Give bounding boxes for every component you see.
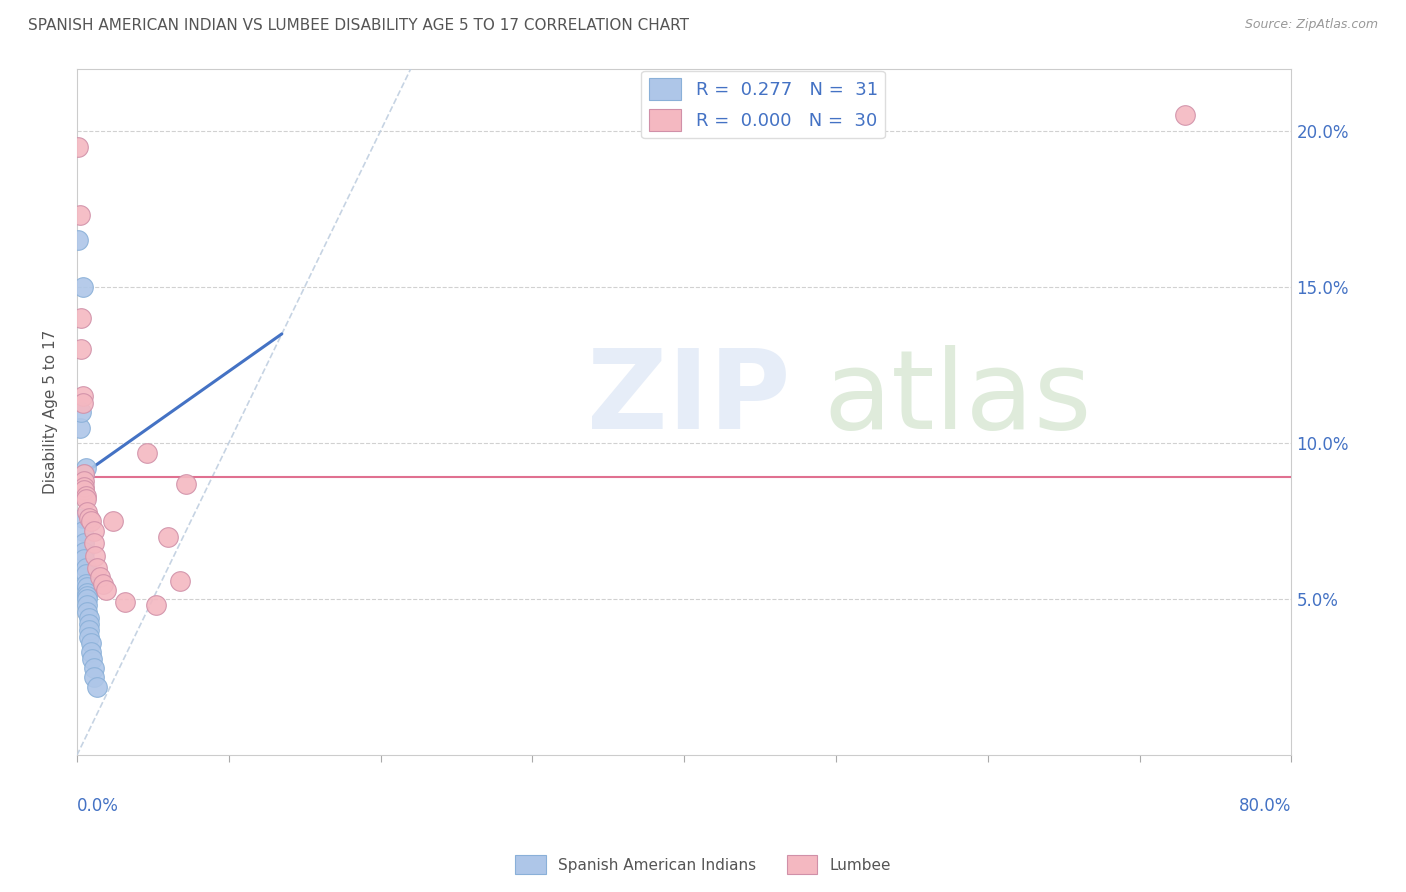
Point (156, 530, 179, 544)
Point (75, 567, 97, 582)
Point (83, 524, 105, 538)
Point (72, 476, 94, 491)
Point (73, 545, 96, 559)
Point (77, 624, 100, 638)
Point (77, 630, 100, 644)
Point (135, 445, 157, 459)
Text: SPANISH AMERICAN INDIAN VS LUMBEE DISABILITY AGE 5 TO 17 CORRELATION CHART: SPANISH AMERICAN INDIAN VS LUMBEE DISABI… (28, 18, 689, 33)
Point (84, 549, 107, 563)
Point (86, 680, 108, 694)
Point (70, 405, 93, 419)
Point (72, 511, 94, 525)
Point (76, 589, 98, 603)
Point (76, 605, 98, 619)
Point (145, 599, 167, 613)
Point (83, 661, 105, 675)
Text: Source: ZipAtlas.com: Source: ZipAtlas.com (1244, 18, 1378, 31)
Point (76, 586, 98, 600)
Point (75, 576, 97, 591)
Point (75, 561, 97, 575)
Point (69, 420, 91, 434)
Point (73, 467, 96, 482)
Point (83, 536, 105, 550)
Point (73, 467, 96, 482)
Point (91, 576, 114, 591)
Point (67, 233, 90, 247)
Point (76, 505, 98, 519)
Text: 0.0%: 0.0% (77, 797, 118, 814)
Point (83, 670, 105, 684)
Point (89, 570, 111, 584)
Point (73, 551, 96, 566)
Point (77, 617, 100, 632)
Point (72, 524, 94, 538)
Y-axis label: Disability Age 5 to 17: Disability Age 5 to 17 (44, 330, 58, 494)
Text: ZIP: ZIP (586, 344, 790, 451)
Point (94, 582, 117, 597)
Point (67, 139, 90, 153)
Text: atlas: atlas (824, 344, 1092, 451)
Point (70, 343, 93, 357)
Point (80, 651, 103, 665)
Point (72, 389, 94, 403)
Point (77, 611, 100, 625)
Point (73, 480, 96, 494)
Text: 80.0%: 80.0% (1239, 797, 1292, 814)
Point (72, 280, 94, 294)
Point (69, 208, 91, 222)
Point (114, 595, 136, 609)
Point (103, 514, 125, 528)
Point (1174, 108, 1197, 122)
Point (75, 492, 97, 507)
Point (79, 636, 101, 650)
Point (169, 574, 191, 588)
Point (75, 489, 97, 503)
Point (73, 474, 96, 488)
Point (86, 561, 108, 575)
Point (174, 476, 197, 491)
Point (79, 645, 101, 659)
Legend: Spanish American Indians, Lumbee: Spanish American Indians, Lumbee (509, 849, 897, 880)
Point (72, 395, 94, 409)
Point (76, 592, 98, 607)
Point (73, 536, 96, 550)
Point (77, 511, 100, 525)
Point (76, 580, 98, 594)
Point (75, 461, 97, 475)
Point (70, 311, 93, 326)
Legend: R =  0.277   N =  31, R =  0.000   N =  30: R = 0.277 N = 31, R = 0.000 N = 30 (641, 70, 884, 138)
Point (79, 514, 101, 528)
Point (73, 483, 96, 497)
Point (76, 599, 98, 613)
